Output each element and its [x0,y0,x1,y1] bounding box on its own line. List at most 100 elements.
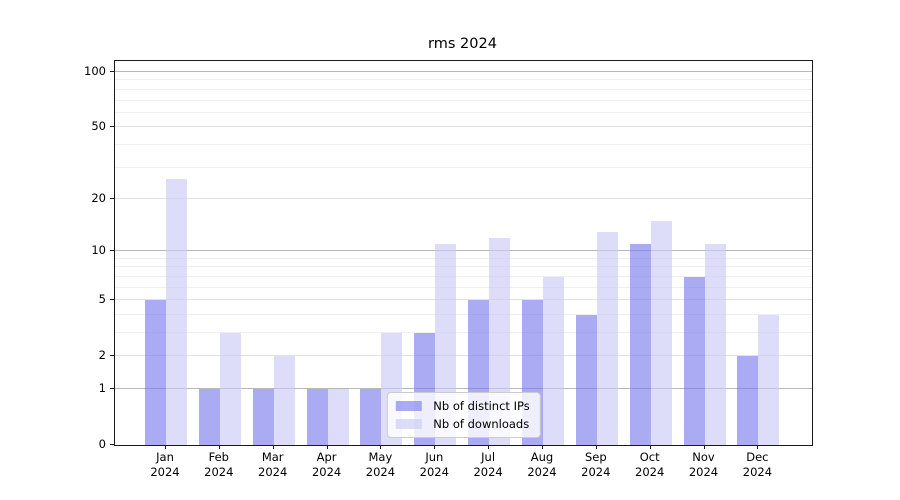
bar-ips-may [360,389,382,445]
y-tick-label-10: 10 [91,243,106,258]
gridline-90 [115,79,812,81]
gridline-20 [115,197,812,199]
gridline-7 [115,275,812,277]
x-tick-label-aug: Aug 2024 [515,450,569,480]
gridline-2 [115,355,812,357]
y-tick-mark-5 [110,299,114,301]
bar-ips-sep [575,314,597,445]
gridline-10 [115,250,812,252]
x-tick-mark-apr [326,445,328,449]
x-tick-mark-jan [165,445,166,449]
gridline-40 [115,143,812,145]
y-tick-mark-50 [110,126,114,128]
gridline-50 [115,126,812,128]
gridline-100 [115,71,812,72]
y-tick-label-1: 1 [98,381,106,395]
legend-label-distinct-ips: Nb of distinct IPs [433,399,530,413]
gridline-8 [115,266,812,268]
y-tick-mark-1 [110,388,114,389]
x-tick-label-dec: Dec 2024 [730,450,784,480]
y-tick-label-50: 50 [91,119,106,134]
x-tick-year: 2024 [204,465,234,479]
chart-title: rms 2024 [428,36,497,52]
x-tick-year: 2024 [365,465,396,479]
legend: Nb of distinct IPs Nb of downloads [386,392,541,438]
x-tick-label-feb: Feb 2024 [192,450,246,480]
x-tick-year: 2024 [688,465,719,479]
gridline-30 [115,166,812,168]
x-tick-label-jul: Jul 2024 [461,450,515,480]
y-axis: 100 50 20 10 5 2 1 0 [0,0,114,500]
x-tick-mark-aug [542,445,543,449]
y-tick-label-2: 2 [98,348,106,363]
x-tick-year: 2024 [635,465,665,479]
gridline-70 [115,99,812,101]
bar-ips-jan [145,300,166,445]
bar-downloads-apr [327,389,349,445]
legend-label-downloads: Nb of downloads [433,417,530,431]
legend-item-downloads: Nb of downloads [395,417,529,431]
x-tick-label-sep: Sep 2024 [569,450,623,480]
x-tick-year: 2024 [742,465,773,479]
bar-downloads-jan [166,178,187,445]
y-tick-mark-100 [110,71,114,72]
x-tick-label-oct: Oct 2024 [623,450,677,480]
x-tick-label-nov: Nov 2024 [677,450,731,480]
legend-swatch-distinct-ips [395,401,422,411]
x-tick-year: 2024 [527,465,557,479]
x-tick-year: 2024 [473,465,503,479]
bar-ips-oct [629,244,651,445]
x-tick-year: 2024 [419,465,449,479]
legend-swatch-downloads [395,419,422,429]
plot-area: Nb of distinct IPs Nb of downloads [114,60,813,446]
y-tick-label-5: 5 [98,292,106,307]
gridline-5 [115,299,812,301]
x-tick-mark-oct [649,445,651,449]
x-tick-label-may: May 2024 [353,450,407,480]
bar-ips-mar [252,389,274,445]
gridline-60 [115,111,812,113]
legend-item-distinct-ips: Nb of distinct IPs [395,399,530,413]
y-tick-mark-0 [110,444,114,445]
gridline-80 [115,88,812,90]
x-tick-label-jan: Jan 2024 [138,450,192,480]
bar-downloads-mar [273,356,295,445]
bar-ips-apr [306,389,328,445]
bar-downloads-feb [219,333,241,445]
bar-downloads-sep [596,231,618,445]
x-tick-mark-nov [703,445,705,449]
y-tick-mark-10 [110,250,114,252]
x-tick-year: 2024 [311,465,342,479]
y-tick-label-0: 0 [98,437,106,451]
x-tick-label-mar: Mar 2024 [246,450,300,480]
bar-ips-nov [683,276,705,445]
bar-ips-feb [198,389,220,445]
bar-downloads-dec [758,314,780,445]
x-tick-mark-dec [757,445,759,449]
y-tick-label-20: 20 [91,190,106,205]
x-tick-mark-sep [595,445,597,449]
x-tick-mark-jun [434,445,436,449]
x-tick-year: 2024 [150,465,180,479]
x-tick-label-jun: Jun 2024 [407,450,461,480]
y-tick-label-100: 100 [84,64,106,78]
x-tick-mark-jul [488,445,490,449]
x-tick-year: 2024 [258,465,288,479]
gridline-3 [115,332,812,333]
gridline-9 [115,257,812,259]
gridline-6 [115,286,812,288]
x-tick-year: 2024 [581,465,611,479]
gridline-4 [115,313,812,315]
x-tick-mark-feb [218,445,220,449]
x-tick-label-apr: Apr 2024 [300,450,354,480]
x-tick-mark-mar [272,445,274,449]
bar-ips-dec [737,356,759,445]
y-tick-mark-2 [110,355,114,357]
bar-downloads-oct [650,220,672,445]
gridline-1 [115,388,812,389]
bar-downloads-nov [704,244,726,445]
y-tick-mark-20 [110,197,114,199]
x-tick-mark-may [380,445,382,449]
bar-downloads-aug [542,276,564,445]
